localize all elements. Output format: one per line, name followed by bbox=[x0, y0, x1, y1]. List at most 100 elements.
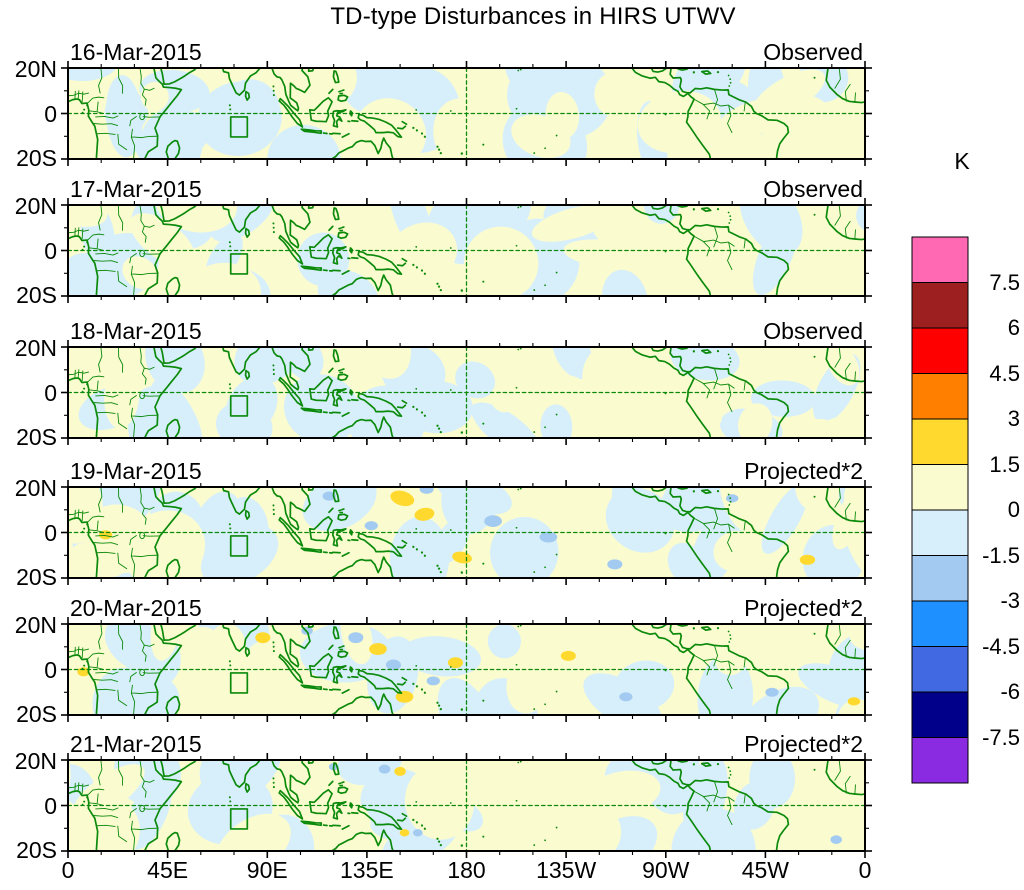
lat-tick-label: 20N bbox=[14, 748, 57, 774]
map-panel-4 bbox=[61, 480, 872, 585]
weak-positive-patch bbox=[563, 239, 646, 268]
anomaly-blob bbox=[607, 559, 623, 570]
colorbar-unit-label: K bbox=[954, 148, 970, 174]
weak-negative-patch bbox=[68, 257, 110, 296]
weak-positive-patch bbox=[540, 760, 595, 781]
weak-positive-patch bbox=[837, 699, 865, 715]
weak-negative-patch bbox=[220, 79, 280, 141]
colorbar-tick-label: -1.5 bbox=[982, 542, 1020, 568]
weak-positive-patch bbox=[104, 363, 140, 429]
anomaly-blob bbox=[412, 829, 423, 837]
map-panel-3 bbox=[61, 340, 872, 445]
figure-title: TD-type Disturbances in HIRS UTWV bbox=[330, 3, 736, 30]
panel-frame bbox=[67, 759, 866, 852]
weak-positive-patch bbox=[355, 347, 412, 379]
panel-frame bbox=[67, 346, 866, 439]
colorbar-tick-label: 1.5 bbox=[989, 451, 1020, 477]
panel-frame bbox=[67, 623, 866, 716]
weak-negative-patch bbox=[441, 487, 498, 535]
weak-positive-patch bbox=[330, 532, 390, 578]
weak-negative-patch bbox=[135, 111, 212, 159]
lat-tick-label: 20S bbox=[16, 701, 57, 727]
anomaly-blob bbox=[378, 764, 391, 774]
map-panel-2 bbox=[61, 198, 872, 303]
weak-positive-patch bbox=[719, 487, 759, 534]
colorbar-segment bbox=[911, 464, 969, 511]
lat-tick-label: 20N bbox=[14, 612, 57, 638]
colorbar-tick-label: -3 bbox=[1000, 588, 1020, 613]
weak-positive-patch bbox=[826, 347, 860, 386]
anomaly-blob bbox=[725, 494, 739, 503]
weak-positive-patch bbox=[178, 262, 261, 296]
colorbar-tick-label: -6 bbox=[1000, 679, 1020, 704]
weak-negative-patch bbox=[127, 385, 191, 438]
weak-positive-patch bbox=[228, 680, 286, 715]
anomaly-blob bbox=[364, 521, 378, 531]
anomaly-blob bbox=[539, 531, 558, 543]
lat-tick-label: 20S bbox=[16, 282, 57, 308]
panel-source-label: Projected*2 bbox=[744, 458, 863, 484]
lat-tick-label: 20N bbox=[14, 56, 57, 82]
lat-tick-label: 20S bbox=[16, 145, 57, 171]
weak-positive-patch bbox=[60, 663, 66, 723]
weak-positive-patch bbox=[275, 68, 357, 112]
lon-tick-label: 90W bbox=[642, 857, 690, 883]
weak-positive-patch bbox=[794, 487, 833, 511]
weak-positive-patch bbox=[558, 820, 600, 851]
weak-positive-patch bbox=[530, 624, 606, 644]
lat-tick-label: 20S bbox=[16, 837, 57, 863]
weak-positive-patch bbox=[351, 121, 414, 159]
colorbar-segment bbox=[911, 691, 969, 738]
panel-date-label: 18-Mar-2015 bbox=[70, 318, 202, 344]
weak-negative-patch bbox=[199, 760, 282, 802]
anomaly-blob bbox=[560, 650, 576, 661]
weak-positive-patch bbox=[68, 205, 108, 227]
weak-negative-patch bbox=[601, 269, 649, 296]
weak-positive-patch bbox=[737, 403, 773, 438]
weak-positive-patch bbox=[68, 797, 81, 838]
weak-positive-patch bbox=[140, 81, 169, 111]
panel-date-label: 16-Mar-2015 bbox=[70, 39, 202, 65]
weak-negative-patch bbox=[471, 402, 541, 438]
weak-positive-patch bbox=[845, 519, 865, 578]
anomaly-blob bbox=[255, 632, 271, 644]
weak-positive-patch bbox=[384, 222, 458, 288]
anomaly-blob bbox=[394, 766, 406, 776]
weak-positive-patch bbox=[404, 764, 475, 840]
weak-negative-patch bbox=[798, 663, 865, 710]
weak-positive-patch bbox=[715, 98, 787, 141]
weak-positive-patch bbox=[584, 770, 661, 815]
weak-negative-patch bbox=[613, 487, 650, 528]
weak-negative-patch bbox=[401, 636, 481, 677]
lat-tick-label: 20N bbox=[14, 335, 57, 361]
weak-negative-patch bbox=[455, 361, 496, 399]
panel-date-label: 20-Mar-2015 bbox=[70, 595, 202, 621]
weak-positive-patch bbox=[609, 360, 632, 406]
weak-positive-patch bbox=[594, 71, 639, 119]
lon-tick-label: 0 bbox=[61, 857, 75, 883]
weak-positive-patch bbox=[511, 114, 571, 159]
colorbar-segment bbox=[911, 373, 969, 420]
weak-negative-patch bbox=[389, 516, 450, 578]
weak-positive-patch bbox=[185, 626, 234, 698]
weak-positive-patch bbox=[551, 374, 593, 407]
anomaly-blob bbox=[426, 676, 440, 686]
lat-tick-label: 20N bbox=[14, 475, 57, 501]
panel-source-label: Projected*2 bbox=[744, 731, 863, 757]
panel-source-label: Observed bbox=[763, 318, 863, 344]
colorbar-tick-label: -4.5 bbox=[982, 633, 1020, 659]
anomaly-blob bbox=[390, 490, 415, 507]
colorbar-segment bbox=[911, 509, 969, 556]
anomaly-blob bbox=[419, 487, 434, 494]
weak-negative-patch bbox=[752, 216, 798, 296]
lon-tick-label: 45W bbox=[741, 857, 790, 883]
lat-tick-label: 20N bbox=[14, 193, 57, 219]
anomaly-blob bbox=[369, 643, 387, 655]
lat-tick-label: 20S bbox=[16, 564, 57, 590]
weak-negative-patch bbox=[749, 760, 796, 808]
panel-date-label: 19-Mar-2015 bbox=[70, 458, 202, 484]
panel-frame bbox=[67, 486, 866, 579]
weak-positive-patch bbox=[68, 490, 98, 544]
anomaly-blob bbox=[830, 835, 842, 844]
